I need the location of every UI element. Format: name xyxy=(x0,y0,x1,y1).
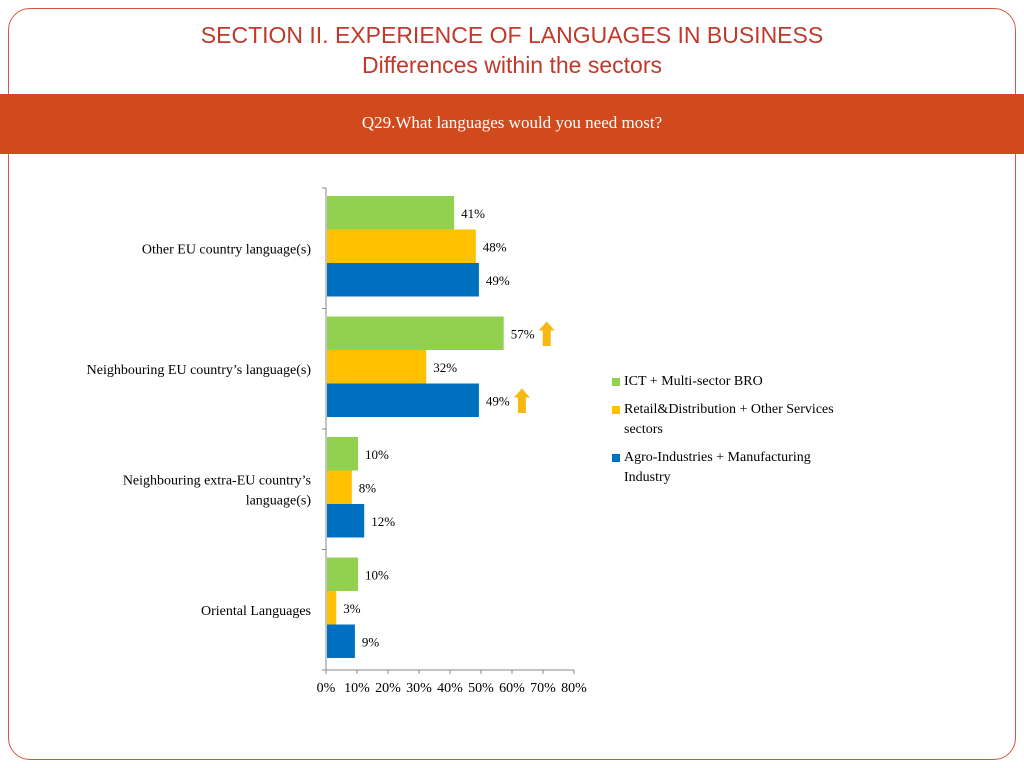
legend-item-retail: Retail&Distribution + Other Services sec… xyxy=(612,400,864,440)
bar xyxy=(327,504,365,538)
category-label: Other EU country language(s) xyxy=(142,242,311,257)
category-label: Neighbouring EU country’s language(s) xyxy=(87,363,312,378)
bar xyxy=(327,263,479,297)
x-tick-label: 70% xyxy=(530,681,556,696)
legend-item-agro: Agro-Industries + Manufacturing Industry xyxy=(612,448,844,488)
data-label: 41% xyxy=(461,206,485,221)
bar xyxy=(327,624,355,658)
data-label: 3% xyxy=(343,601,361,616)
legend-swatch-blue xyxy=(612,454,620,462)
slide-title: SECTION II. EXPERIENCE OF LANGUAGES IN B… xyxy=(0,20,1024,80)
bar xyxy=(327,557,358,591)
data-label: 57% xyxy=(511,326,535,341)
legend-swatch-yellow xyxy=(612,406,620,414)
bar xyxy=(327,229,476,263)
slide-frame xyxy=(8,8,1016,760)
legend-swatch-green xyxy=(612,378,620,386)
x-tick-label: 20% xyxy=(375,681,401,696)
bar xyxy=(327,196,455,230)
data-label: 49% xyxy=(486,393,510,408)
data-label: 48% xyxy=(483,239,507,254)
category-label: Oriental Languages xyxy=(201,604,311,619)
data-label: 9% xyxy=(362,634,380,649)
up-arrow-icon xyxy=(538,321,555,346)
chart-legend: ICT + Multi-sector BRO Retail&Distributi… xyxy=(612,372,872,496)
bar xyxy=(327,470,352,504)
bar xyxy=(327,437,358,471)
x-tick-label: 30% xyxy=(406,681,432,696)
x-tick-label: 10% xyxy=(344,681,370,696)
bar xyxy=(327,350,427,384)
bar xyxy=(327,383,479,417)
legend-label: Agro-Industries + Manufacturing Industry xyxy=(624,450,811,485)
data-label: 8% xyxy=(359,480,377,495)
x-tick-label: 80% xyxy=(561,681,587,696)
data-label: 10% xyxy=(365,567,389,582)
data-label: 12% xyxy=(371,514,395,529)
question-band xyxy=(0,94,1024,154)
category-label: language(s) xyxy=(246,493,312,508)
x-tick-label: 40% xyxy=(437,681,463,696)
data-label: 10% xyxy=(365,447,389,462)
data-label: 32% xyxy=(433,360,457,375)
category-label: Neighbouring extra-EU country’s xyxy=(123,473,311,488)
data-label: 49% xyxy=(486,273,510,288)
bar xyxy=(327,316,504,350)
question-text: Q29.What languages would you need most? xyxy=(361,113,663,132)
legend-item-ict: ICT + Multi-sector BRO xyxy=(612,372,872,392)
x-tick-label: 0% xyxy=(317,681,336,696)
up-arrow-icon xyxy=(513,388,530,413)
subtitle-line: Differences within the sectors xyxy=(362,52,662,78)
x-tick-label: 60% xyxy=(499,681,525,696)
legend-label: Retail&Distribution + Other Services sec… xyxy=(624,402,834,437)
bar xyxy=(327,591,337,625)
legend-label: ICT + Multi-sector BRO xyxy=(624,374,763,389)
title-line: SECTION II. EXPERIENCE OF LANGUAGES IN B… xyxy=(200,22,824,48)
x-tick-label: 50% xyxy=(468,681,494,696)
